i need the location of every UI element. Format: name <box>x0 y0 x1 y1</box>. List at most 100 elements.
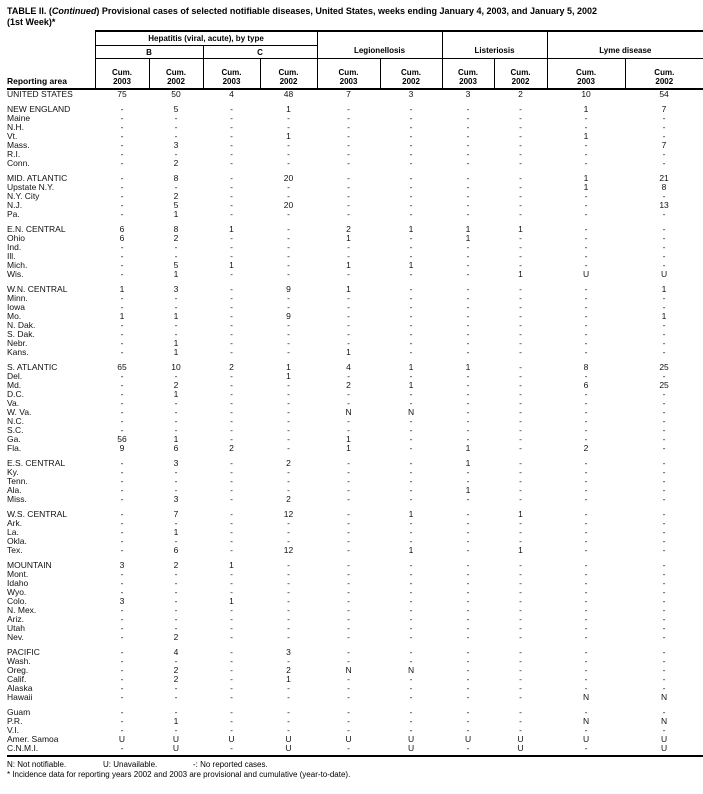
value-cell: - <box>174 587 178 597</box>
value-cell: 3 <box>173 140 179 150</box>
value-cell: - <box>174 596 178 606</box>
value-cell: 48 <box>283 89 294 99</box>
value-cell: - <box>95 744 149 757</box>
value-cell: - <box>584 518 588 528</box>
table-row: Mo. 1 1 - 9 - - - - - 1 <box>7 312 703 321</box>
value-cell: - <box>409 674 413 684</box>
value-cell: - <box>409 683 413 693</box>
value-cell: - <box>287 707 290 717</box>
value-cell: 8 <box>661 182 667 192</box>
value-cell: 1 <box>408 380 414 390</box>
value-cell: - <box>662 569 666 579</box>
value-cell: - <box>466 131 470 141</box>
value-cell: - <box>230 647 233 657</box>
reporting-area-cell: Ga. <box>7 434 21 444</box>
value-cell: - <box>466 293 470 303</box>
value-cell: - <box>347 692 350 702</box>
value-cell: - <box>120 131 124 141</box>
value-cell: - <box>347 140 350 150</box>
value-cell: - <box>662 632 666 642</box>
value-cell: - <box>519 569 522 579</box>
value-cell: - <box>174 182 178 192</box>
value-cell: - <box>409 692 413 702</box>
value-cell: - <box>230 725 233 735</box>
table-row: S. ATLANTIC 65 10 2 1 4 1 1 - 8 25 <box>7 357 703 372</box>
value-cell: - <box>466 434 470 444</box>
value-cell: - <box>347 338 350 348</box>
value-cell: - <box>174 371 178 381</box>
value-cell: - <box>120 302 124 312</box>
value-cell: 1 <box>661 284 667 294</box>
value-cell: - <box>662 434 666 444</box>
reporting-area-cell: D.C. <box>7 389 24 399</box>
reporting-area-cell: N.J. <box>7 200 23 210</box>
value-cell: - <box>584 407 588 417</box>
value-cell: - <box>584 425 588 435</box>
value-cell: - <box>466 614 470 624</box>
value-cell: 1 <box>229 560 234 570</box>
table-row: Mass. - 3 - - - - - - - 7 <box>7 141 703 150</box>
value-cell: U <box>228 734 235 744</box>
value-cell: - <box>584 122 588 132</box>
value-cell: - <box>230 389 233 399</box>
reporting-area-cell: Guam <box>7 707 31 717</box>
value-cell: - <box>409 284 413 294</box>
column-header: Cum. 2002 <box>259 58 318 90</box>
value-cell: - <box>584 467 588 477</box>
value-cell: - <box>519 140 522 150</box>
table-row: Md. - 2 - - 2 1 - - 6 25 <box>7 381 703 390</box>
value-cell: - <box>662 494 666 504</box>
value-cell: - <box>230 371 233 381</box>
value-cell: - <box>662 458 666 468</box>
reporting-area-cell: V.I. <box>7 725 19 735</box>
value-cell: - <box>347 251 350 261</box>
value-cell: - <box>409 587 413 597</box>
value-cell: - <box>519 560 522 570</box>
reporting-area-cell: W.S. CENTRAL <box>7 509 67 519</box>
value-cell: - <box>174 485 178 495</box>
value-cell: - <box>230 527 233 537</box>
value-cell: 1 <box>408 362 414 372</box>
value-cell: - <box>466 578 470 588</box>
value-cell: - <box>120 158 124 168</box>
reporting-area-cell: N. Dak. <box>7 320 36 330</box>
value-cell: - <box>466 380 470 390</box>
reporting-area-cell: S. Dak. <box>7 329 35 339</box>
hepatitis-b-subheader: B <box>94 45 203 59</box>
value-cell: - <box>519 173 522 183</box>
value-cell: - <box>466 623 470 633</box>
value-cell: - <box>519 329 522 339</box>
value-cell: 1 <box>518 545 523 555</box>
table-row: Guam - - - - - - - - - - <box>7 702 703 717</box>
hepatitis-c-subheader: C <box>202 45 318 59</box>
value-cell: - <box>466 725 470 735</box>
value-cell: - <box>466 347 470 357</box>
value-cell: - <box>409 476 413 486</box>
value-cell: 6 <box>119 224 125 234</box>
value-cell: - <box>287 269 290 279</box>
value-cell: - <box>466 560 470 570</box>
value-cell: - <box>287 716 290 726</box>
reporting-area-header: Reporting area <box>7 31 95 90</box>
value-cell: - <box>584 725 588 735</box>
value-cell: - <box>120 104 124 114</box>
value-cell: 1 <box>286 104 291 114</box>
reporting-area-cell: Va. <box>7 398 20 408</box>
value-cell: 2 <box>173 158 179 168</box>
value-cell: - <box>466 269 470 279</box>
value-cell: - <box>409 242 413 252</box>
value-cell: - <box>347 329 350 339</box>
value-cell: 2 <box>346 380 351 390</box>
value-cell: - <box>662 407 666 417</box>
value-cell: - <box>347 536 350 546</box>
value-cell: - <box>519 398 522 408</box>
value-cell: - <box>230 587 233 597</box>
value-cell: - <box>287 587 290 597</box>
value-cell: - <box>347 683 350 693</box>
table-row: Ill. - - - - - - - - - - <box>7 252 703 261</box>
table-row: Fla. 9 6 2 - 1 - 1 - 2 - <box>7 444 703 453</box>
value-cell: - <box>174 251 178 261</box>
value-cell: - <box>519 656 522 666</box>
value-cell: - <box>519 596 522 606</box>
value-cell: U <box>660 269 668 279</box>
